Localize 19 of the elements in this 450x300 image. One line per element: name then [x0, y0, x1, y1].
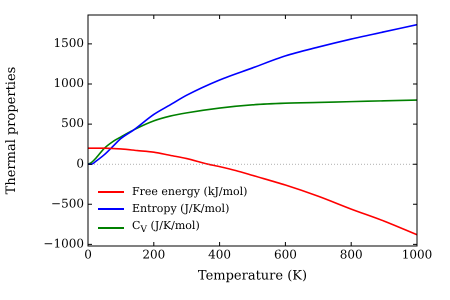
- y-tick-label: 1500: [53, 36, 84, 50]
- x-tick-label: 600: [274, 247, 297, 262]
- x-axis-title: Temperature (K): [198, 268, 308, 284]
- legend-label: C$_{V}$ (J/K/mol): [132, 218, 200, 238]
- line-series: [88, 147, 417, 236]
- legend-label: Entropy (J/K/mol): [132, 201, 230, 217]
- y-axis-title: Thermal properties: [4, 66, 20, 194]
- y-tick-label: −500: [51, 196, 84, 210]
- x-tick-label: 1000: [402, 247, 432, 262]
- y-tick-label: 0: [76, 156, 84, 170]
- x-tick-label: 200: [142, 247, 166, 262]
- y-tick-label: 1000: [53, 76, 84, 90]
- x-tick-label: 400: [208, 247, 232, 262]
- line-series: [88, 24, 417, 165]
- y-tick-label: −1000: [43, 236, 84, 251]
- line-series: [88, 99, 417, 165]
- x-tick-label: 800: [340, 247, 363, 262]
- legend-label: Free energy (kJ/mol): [132, 184, 248, 200]
- y-tick-label: 500: [61, 116, 84, 130]
